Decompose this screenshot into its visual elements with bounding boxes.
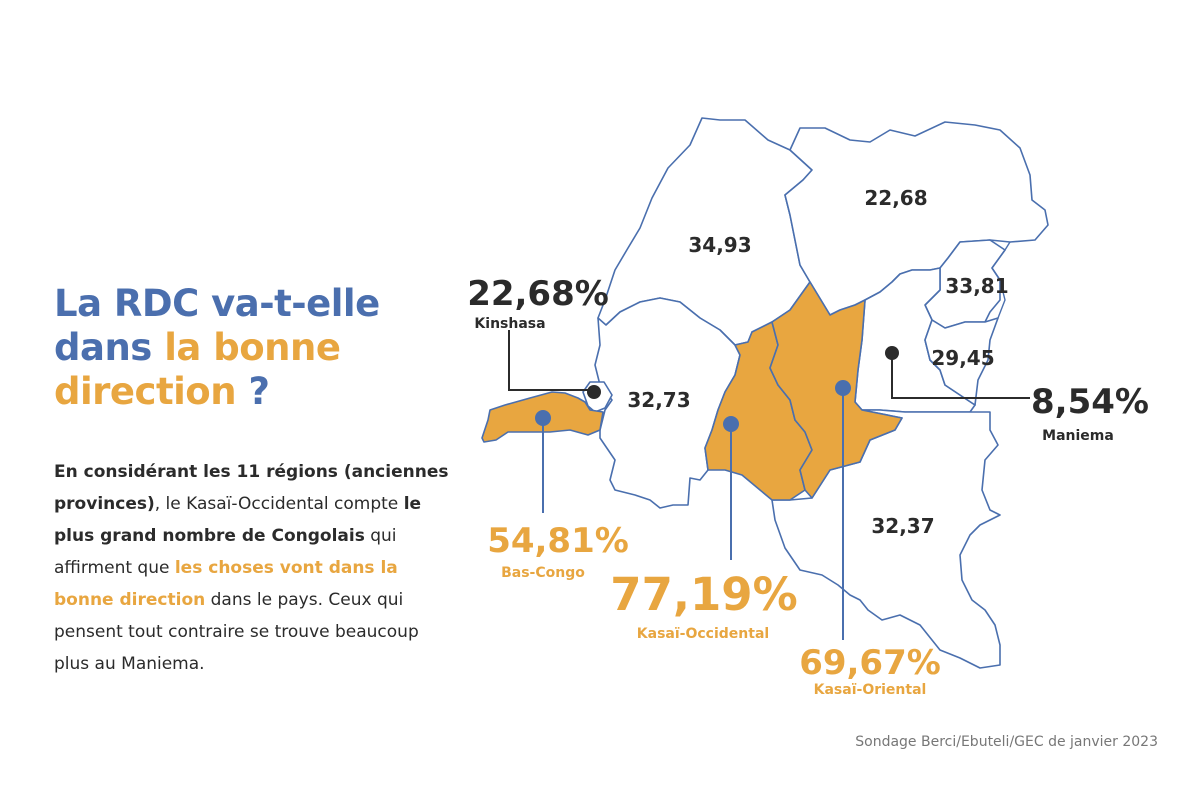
title-part-5: ? bbox=[248, 370, 270, 413]
value-orientale: 22,68 bbox=[864, 186, 927, 210]
callout-kasai-oriental-name: Kasaï-Oriental bbox=[814, 682, 927, 698]
value-bandundu: 32,73 bbox=[627, 388, 690, 412]
region-bandundu bbox=[594, 297, 741, 509]
value-katanga: 32,37 bbox=[871, 514, 934, 538]
region-sud-kivu bbox=[924, 317, 999, 406]
value-sud-kivu: 29,45 bbox=[931, 346, 994, 370]
marker-maniema bbox=[885, 346, 899, 360]
callout-bas-congo-value: 54,81% bbox=[487, 521, 629, 561]
desc-part-3: le plus grand nombre de Congolais bbox=[54, 494, 422, 546]
eastern-border-line bbox=[991, 241, 1011, 319]
marker-kasai-occidental bbox=[723, 416, 739, 432]
title-part-1: La RDC va-t-elle bbox=[54, 282, 380, 325]
callout-kasai-oriental-value: 69,67% bbox=[799, 643, 941, 683]
desc-part-1: En considérant les 11 régions (anciennes… bbox=[54, 462, 449, 514]
marker-bas-congo bbox=[535, 410, 551, 426]
desc-part-5: les choses vont dans la bonne direction bbox=[54, 558, 398, 610]
value-equateur: 34,93 bbox=[688, 233, 751, 257]
title-part-4: direction bbox=[54, 370, 237, 413]
desc-part-4: qui affirment que bbox=[54, 526, 397, 578]
description: En considérant les 11 régions (anciennes… bbox=[54, 456, 454, 680]
value-nord-kivu: 33,81 bbox=[945, 274, 1008, 298]
marker-kasai-oriental bbox=[835, 380, 851, 396]
callout-kasai-occidental-value: 77,19% bbox=[610, 568, 797, 621]
callout-maniema-name: Maniema bbox=[1042, 428, 1114, 444]
marker-kinshasa bbox=[587, 385, 601, 399]
source-note: Sondage Berci/Ebuteli/GEC de janvier 202… bbox=[855, 734, 1158, 750]
leader-kinshasa bbox=[508, 330, 592, 391]
callout-kasai-occidental-name: Kasaï-Occidental bbox=[637, 626, 769, 642]
title-part-2: dans bbox=[54, 326, 152, 369]
leader-maniema bbox=[891, 353, 1030, 399]
page-title: La RDC va-t-elle dans la bonne direction… bbox=[54, 282, 454, 414]
title-part-3: la bonne bbox=[164, 326, 341, 369]
callout-maniema-value: 8,54% bbox=[1031, 382, 1149, 422]
desc-part-2: , le Kasaï-Occidental compte bbox=[154, 494, 404, 514]
desc-part-6: dans le pays. Ceux qui pensent tout cont… bbox=[54, 590, 419, 674]
callout-bas-congo-name: Bas-Congo bbox=[501, 565, 585, 581]
callout-kinshasa-value: 22,68% bbox=[467, 274, 609, 314]
callout-kinshasa-name: Kinshasa bbox=[474, 316, 545, 332]
